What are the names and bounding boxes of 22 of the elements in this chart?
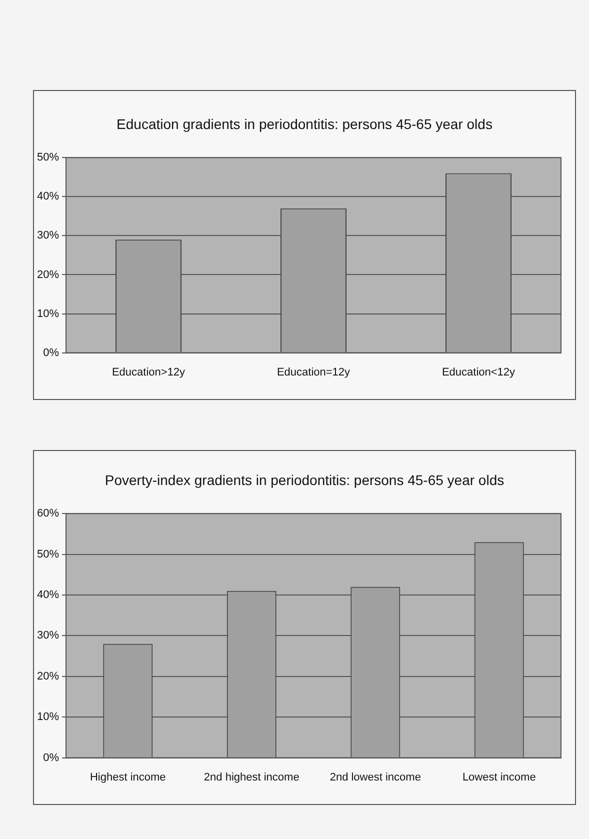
y-tick-label: 60% <box>36 508 60 520</box>
y-tick-label: 10% <box>36 308 60 320</box>
x-tick-label: Lowest income <box>462 771 536 784</box>
chart-title: Poverty-index gradients in periodontitis: persons 45-65 year olds <box>104 471 506 490</box>
x-tick-label: Highest income <box>90 771 166 784</box>
y-tick-label: 30% <box>36 230 60 242</box>
x-tick-label: 2nd highest income <box>204 771 300 784</box>
y-tick-label: 50% <box>36 548 60 560</box>
x-tick-label: Education>12y <box>112 366 186 378</box>
y-tick-label: 10% <box>36 711 60 724</box>
y-tick-label: 20% <box>36 268 60 281</box>
y-tick-label: 30% <box>36 630 60 642</box>
y-tick-label: 50% <box>36 152 60 164</box>
x-tick-label: Education=12y <box>276 366 351 378</box>
x-tick-label: 2nd lowest income <box>330 771 421 784</box>
y-tick-label: 40% <box>36 190 60 203</box>
y-tick-label: 40% <box>36 589 60 602</box>
y-tick-label: 0% <box>43 346 60 359</box>
x-tick-label: Education<12y <box>442 366 516 378</box>
y-tick-label: 0% <box>43 752 60 764</box>
chart-title: Education gradients in periodontitis: persons 45-65 year olds <box>116 115 494 134</box>
y-tick-label: 20% <box>36 670 60 682</box>
